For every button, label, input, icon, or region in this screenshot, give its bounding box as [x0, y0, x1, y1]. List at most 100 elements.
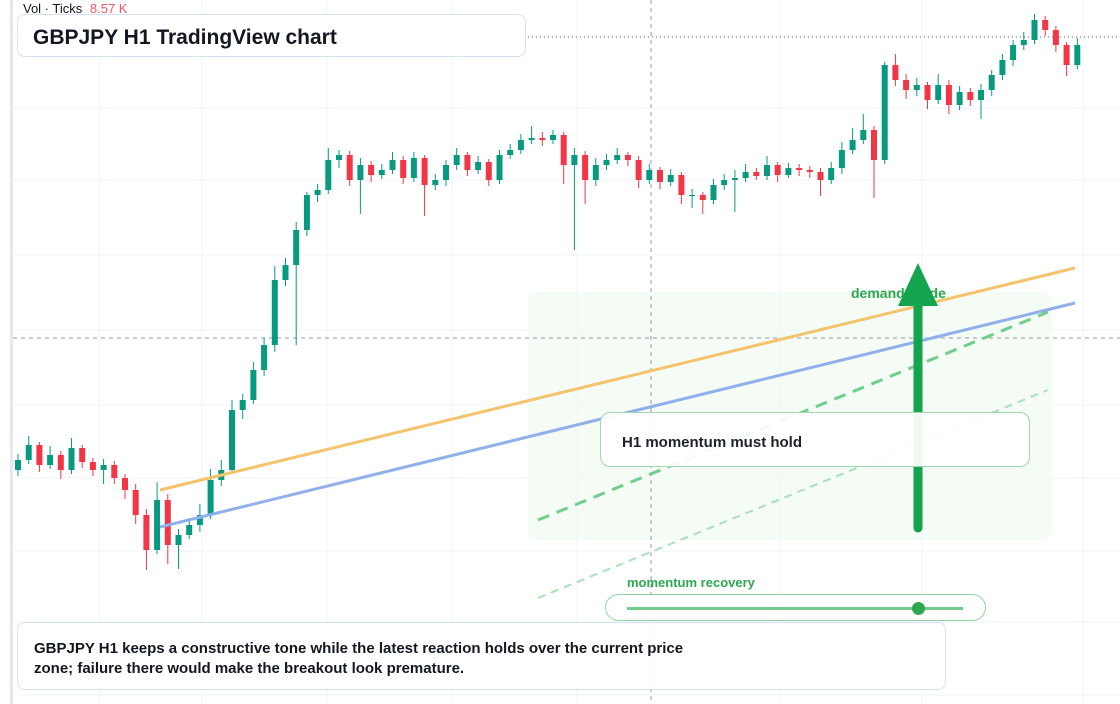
guide-line — [537, 389, 1049, 599]
candle-body — [357, 165, 364, 180]
candle-body — [785, 168, 792, 175]
candle-body — [592, 165, 599, 180]
candle-body — [1074, 45, 1081, 65]
candle-body — [196, 515, 203, 525]
candle-body — [721, 180, 728, 185]
candle-body — [838, 150, 845, 168]
candle-body — [410, 158, 417, 178]
candle-body — [967, 92, 974, 100]
candle-body — [154, 500, 161, 550]
candle-body — [903, 80, 910, 90]
candle-body — [1042, 20, 1049, 30]
candle-body — [282, 265, 289, 280]
candle-body — [314, 190, 321, 195]
slider-track — [627, 607, 963, 610]
candle-body — [860, 130, 867, 140]
candle-body — [389, 160, 396, 170]
candle-body — [774, 165, 781, 175]
candle-body — [646, 170, 653, 180]
candle-body — [111, 465, 118, 478]
candle-body — [945, 85, 952, 105]
candle-body — [36, 445, 43, 465]
candle-body — [742, 172, 749, 178]
candle-body — [678, 175, 685, 195]
candle-body — [796, 168, 803, 170]
candle-body — [988, 75, 995, 90]
volume-label: Vol · Ticks — [23, 1, 83, 16]
candle-body — [550, 135, 556, 140]
candle-body — [443, 165, 449, 180]
candle-body — [507, 150, 514, 155]
candle-body — [336, 155, 342, 160]
candle-body — [229, 410, 235, 470]
candles — [15, 14, 1081, 570]
left-edge — [10, 0, 13, 704]
footer-box: GBPJPY H1 keeps a constructive tone whil… — [17, 622, 946, 690]
footer-text: GBPJPY H1 keeps a constructive tone whil… — [34, 640, 684, 677]
candle-body — [164, 500, 171, 545]
candle-body — [100, 465, 107, 470]
candle-body — [828, 168, 835, 180]
candle-body — [25, 445, 32, 460]
candle-body — [731, 178, 738, 180]
candle-body — [764, 165, 770, 176]
candle-body — [57, 455, 64, 470]
candle-body — [485, 162, 492, 180]
candle-body — [432, 180, 439, 185]
candle-body — [271, 280, 278, 345]
candle-body — [892, 65, 899, 80]
candle-body — [496, 155, 503, 180]
candle-body — [15, 460, 21, 470]
arrow-head — [898, 263, 938, 306]
candle-body — [239, 400, 246, 410]
volume-value: 8.57 K — [89, 1, 128, 16]
candle-body — [539, 138, 546, 140]
candle-body — [571, 155, 578, 165]
candle-body — [453, 155, 460, 165]
candle-body — [400, 160, 407, 178]
candle-body — [1010, 45, 1017, 60]
candle-body — [582, 155, 589, 180]
candle-body — [464, 155, 471, 170]
candle-body — [89, 462, 96, 470]
candle-body — [924, 85, 931, 100]
volume-legend: Vol · Ticks 8.57 K — [23, 1, 127, 16]
candle-body — [699, 195, 706, 200]
candle-body — [47, 455, 54, 465]
candle-body — [999, 60, 1006, 75]
candle-body — [293, 230, 300, 265]
candle-body — [517, 140, 524, 150]
candle-body — [603, 160, 610, 165]
candle-body — [528, 138, 535, 140]
candle-body — [1063, 45, 1070, 65]
candle-body — [624, 155, 631, 160]
candle-body — [143, 515, 150, 550]
candle-body — [1020, 40, 1027, 45]
candle-body — [614, 155, 621, 160]
candle-body — [303, 195, 310, 230]
candle-body — [421, 158, 428, 185]
candle-body — [132, 490, 139, 515]
hold-label: H1 momentum must hold — [622, 434, 803, 451]
candle-body — [710, 185, 717, 200]
candle-body — [806, 170, 813, 172]
candle-body — [817, 172, 824, 180]
title-box: GBPJPY H1 TradingView chart — [17, 14, 526, 57]
slider-knob — [912, 602, 925, 615]
hold-box: H1 momentum must hold — [600, 412, 1030, 467]
recovery-label: momentum recovery — [627, 575, 755, 590]
candle-body — [368, 165, 375, 175]
title: GBPJPY H1 TradingView chart — [33, 26, 337, 49]
candle-body — [346, 155, 353, 180]
candle-body — [250, 370, 257, 400]
candle-body — [881, 65, 888, 160]
candle-body — [1052, 30, 1059, 45]
candle-body — [68, 448, 75, 470]
candle-body — [261, 345, 268, 370]
guide-line — [537, 310, 1049, 522]
candle-body — [849, 140, 856, 150]
candle-body — [753, 172, 760, 176]
candle-body — [635, 160, 642, 180]
